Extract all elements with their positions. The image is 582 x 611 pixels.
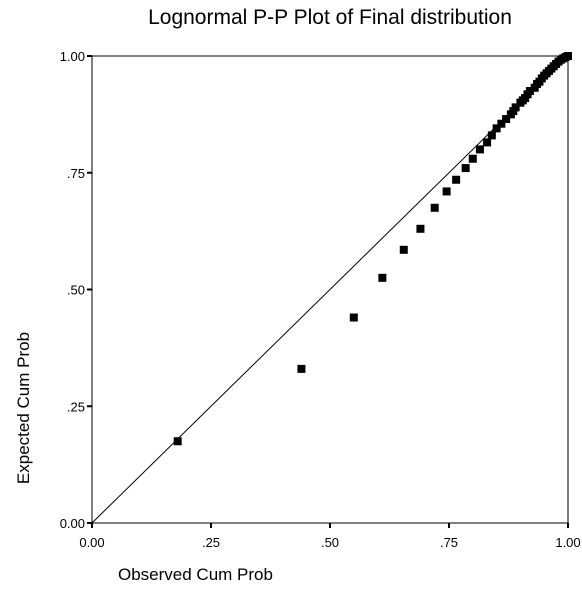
x-tick-label: .75 [440, 535, 458, 550]
y-tick-label: 1.00 [60, 49, 85, 64]
data-point [502, 115, 511, 124]
x-tick-label: 1.00 [555, 535, 580, 550]
data-point [487, 131, 496, 140]
y-axis-label: Expected Cum Prob [14, 331, 33, 485]
y-tick-label: .75 [67, 166, 85, 181]
data-point [452, 175, 461, 184]
data-point [475, 145, 484, 154]
x-axis: 0.00 .25 .50 .75 1.00 [79, 523, 581, 550]
data-point [483, 138, 492, 147]
data-point [497, 119, 506, 128]
x-tick-label: .25 [202, 535, 220, 550]
data-point [399, 245, 408, 254]
data-point [297, 364, 306, 373]
data-point [492, 124, 501, 133]
y-tick-label: 0.00 [60, 516, 85, 531]
data-point [564, 52, 572, 60]
data-points [173, 52, 572, 446]
data-point [468, 154, 477, 163]
data-point [416, 224, 425, 233]
y-tick-label: .25 [67, 399, 85, 414]
data-point [525, 87, 534, 96]
data-point [442, 187, 451, 196]
data-point [378, 273, 387, 282]
data-point [461, 164, 470, 173]
x-tick-label: .50 [321, 535, 339, 550]
data-point [511, 103, 520, 112]
y-axis: 0.00 .25 .50 .75 1.00 [60, 49, 92, 531]
data-point [349, 313, 358, 322]
chart-title: Lognormal P-P Plot of Final distribution [148, 6, 512, 29]
data-point [173, 437, 182, 446]
x-axis-label: Observed Cum Prob [118, 565, 273, 584]
y-tick-label: .50 [67, 283, 85, 298]
x-tick-label: 0.00 [79, 535, 104, 550]
data-point [430, 203, 439, 212]
